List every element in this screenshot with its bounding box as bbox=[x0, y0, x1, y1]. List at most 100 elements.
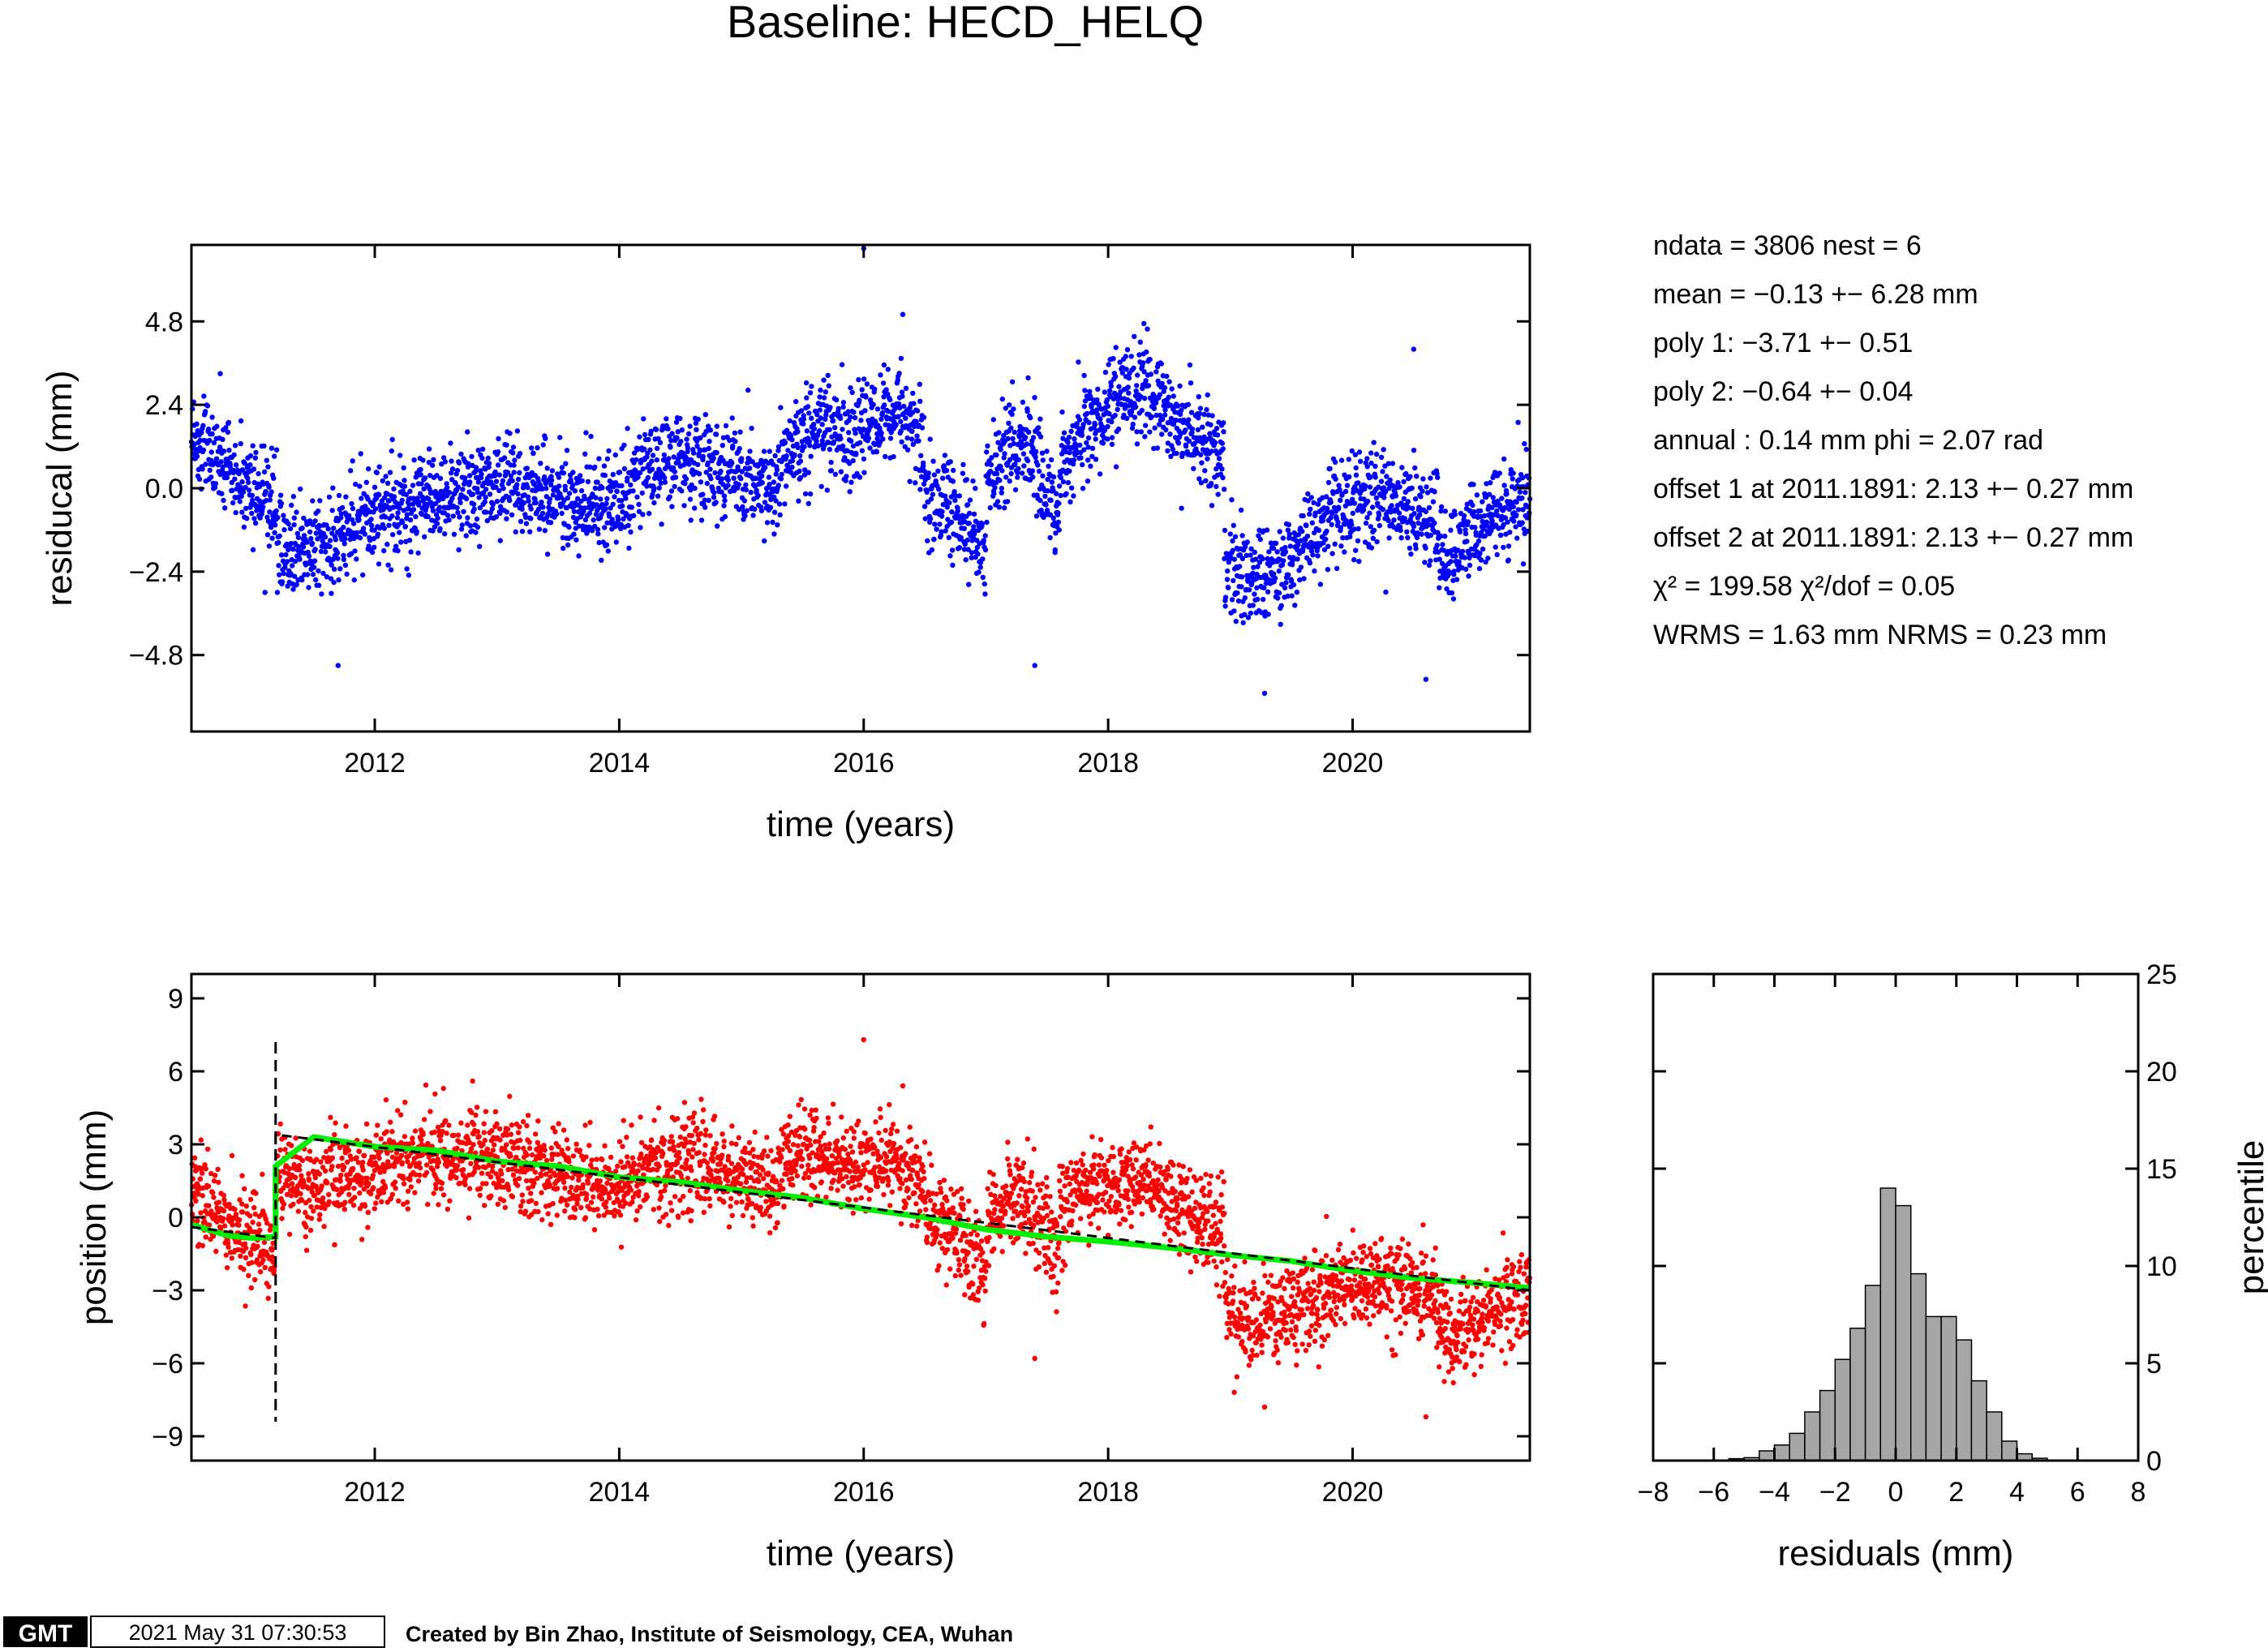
data-point bbox=[1470, 502, 1475, 508]
data-point bbox=[477, 543, 483, 549]
data-point bbox=[214, 1219, 220, 1225]
data-point bbox=[654, 457, 659, 463]
data-point bbox=[216, 1179, 221, 1186]
data-point bbox=[1310, 552, 1316, 558]
data-point bbox=[195, 1191, 201, 1197]
data-point bbox=[1482, 533, 1488, 539]
data-point bbox=[774, 467, 780, 473]
data-point bbox=[583, 430, 589, 436]
data-point bbox=[631, 513, 637, 518]
data-point bbox=[374, 470, 380, 476]
data-point bbox=[304, 539, 310, 545]
data-point bbox=[762, 538, 767, 544]
data-point bbox=[1520, 561, 1527, 567]
data-point bbox=[1071, 493, 1076, 499]
data-point bbox=[559, 465, 565, 470]
data-point bbox=[1066, 435, 1072, 440]
data-point bbox=[208, 1208, 214, 1214]
data-point bbox=[1219, 466, 1225, 472]
data-point bbox=[290, 494, 296, 500]
data-point bbox=[261, 443, 267, 449]
data-point bbox=[1183, 443, 1189, 449]
data-point bbox=[504, 442, 509, 448]
data-point bbox=[496, 1126, 503, 1132]
data-point bbox=[198, 1137, 204, 1143]
data-point bbox=[1158, 361, 1165, 367]
data-point bbox=[985, 443, 990, 449]
data-point bbox=[1424, 490, 1431, 496]
data-point bbox=[1507, 530, 1513, 535]
data-point bbox=[331, 566, 337, 572]
data-point bbox=[616, 517, 621, 523]
data-point bbox=[402, 1134, 408, 1139]
data-point bbox=[1434, 543, 1440, 548]
data-point bbox=[910, 390, 916, 397]
data-point bbox=[1373, 451, 1380, 457]
data-point bbox=[732, 439, 738, 444]
data-point bbox=[1195, 427, 1201, 433]
data-point bbox=[1201, 411, 1207, 418]
data-point bbox=[416, 1161, 423, 1166]
data-point bbox=[407, 517, 414, 523]
data-point bbox=[431, 1191, 436, 1196]
data-point bbox=[564, 1137, 569, 1143]
data-point bbox=[1102, 389, 1108, 395]
data-point bbox=[238, 440, 243, 447]
data-point bbox=[641, 416, 646, 422]
data-point bbox=[1285, 527, 1291, 533]
data-point bbox=[1462, 555, 1467, 560]
data-point bbox=[525, 1166, 530, 1173]
data-point bbox=[292, 558, 299, 564]
data-point bbox=[1519, 474, 1526, 481]
data-point bbox=[1325, 543, 1331, 549]
data-point bbox=[1080, 422, 1086, 427]
data-point bbox=[691, 450, 697, 456]
data-point bbox=[312, 547, 318, 552]
data-point bbox=[348, 1156, 354, 1162]
data-point bbox=[610, 471, 616, 478]
data-point bbox=[1162, 407, 1168, 413]
data-point bbox=[1444, 586, 1450, 592]
data-point bbox=[500, 486, 506, 491]
data-point bbox=[478, 1186, 483, 1191]
data-point bbox=[712, 470, 718, 476]
data-point bbox=[1467, 555, 1472, 561]
data-point bbox=[260, 1171, 265, 1178]
data-point bbox=[1096, 402, 1102, 408]
data-point bbox=[320, 1200, 326, 1206]
data-point bbox=[404, 1199, 410, 1205]
data-point bbox=[526, 1145, 533, 1152]
data-point bbox=[373, 1132, 379, 1138]
data-point bbox=[629, 504, 634, 510]
data-point bbox=[248, 1285, 254, 1291]
data-point bbox=[1351, 500, 1358, 506]
data-point bbox=[1368, 460, 1374, 466]
data-point bbox=[630, 488, 636, 494]
data-point bbox=[356, 1148, 363, 1154]
data-point bbox=[453, 1175, 459, 1181]
data-point bbox=[1030, 445, 1036, 451]
data-point bbox=[776, 501, 783, 507]
data-point bbox=[929, 547, 935, 553]
data-point bbox=[203, 1234, 208, 1240]
data-point bbox=[1399, 465, 1405, 470]
data-point bbox=[1298, 538, 1304, 543]
data-point bbox=[1412, 465, 1418, 471]
data-point bbox=[596, 539, 602, 546]
data-point bbox=[805, 470, 812, 475]
data-point bbox=[1467, 562, 1473, 569]
data-point bbox=[542, 528, 548, 534]
data-point bbox=[687, 496, 694, 502]
data-point bbox=[1404, 520, 1411, 526]
data-point bbox=[706, 423, 711, 429]
data-point bbox=[1424, 484, 1429, 490]
data-point bbox=[1055, 519, 1062, 526]
data-point bbox=[251, 516, 257, 521]
data-point bbox=[200, 447, 207, 453]
data-point bbox=[505, 1167, 511, 1173]
data-point bbox=[247, 462, 253, 468]
data-point bbox=[1490, 495, 1496, 500]
data-point bbox=[1157, 392, 1163, 397]
data-point bbox=[376, 1156, 382, 1161]
data-point bbox=[1124, 415, 1130, 421]
